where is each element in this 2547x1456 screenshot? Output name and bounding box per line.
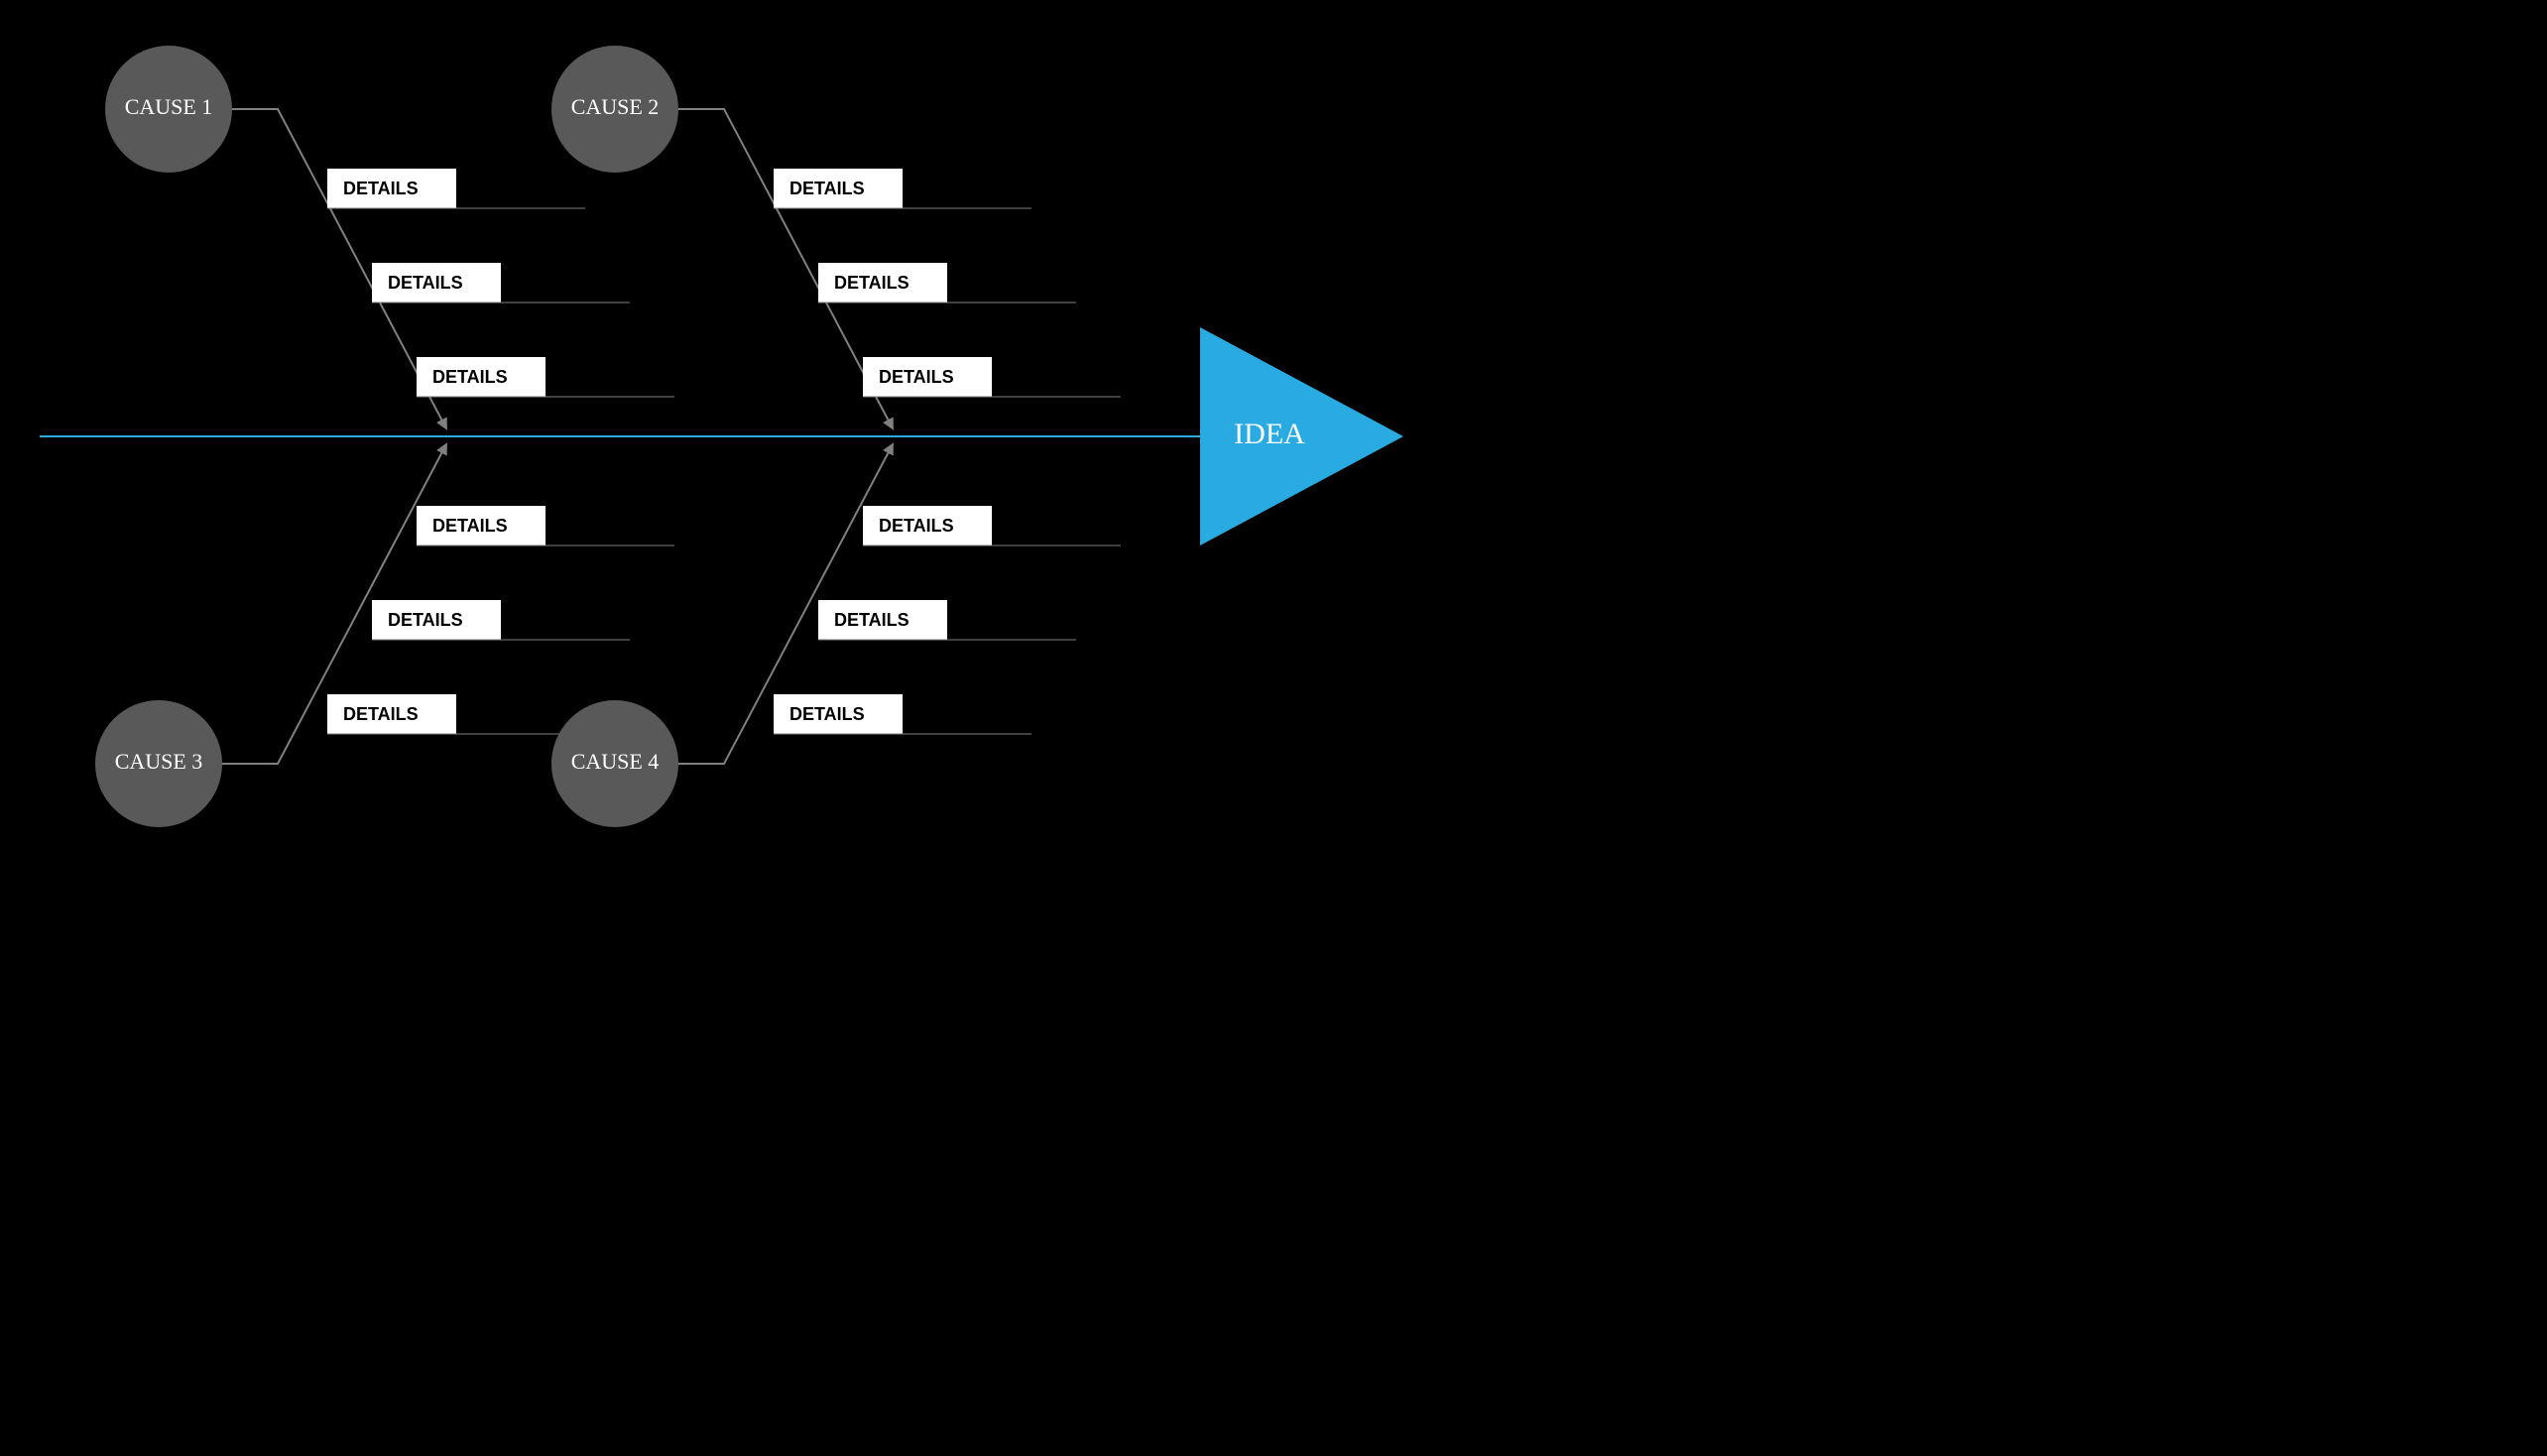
- detail-label-cause2-0: DETAILS: [789, 179, 865, 198]
- cause-label-cause2: CAUSE 2: [571, 94, 660, 119]
- detail-label-cause1-2: DETAILS: [432, 367, 508, 387]
- cause-label-cause3: CAUSE 3: [115, 749, 203, 774]
- detail-label-cause3-0: DETAILS: [432, 516, 508, 536]
- detail-label-cause3-1: DETAILS: [388, 610, 463, 630]
- detail-label-cause1-1: DETAILS: [388, 273, 463, 293]
- detail-label-cause4-0: DETAILS: [879, 516, 954, 536]
- fishbone-diagram: IDEA CAUSE 1 DETAILS DETAILS DETAILS CAUSE 2 D…: [0, 0, 1527, 873]
- cause-label-cause1: CAUSE 1: [125, 94, 213, 119]
- idea-label: IDEA: [1234, 418, 1305, 450]
- detail-label-cause4-2: DETAILS: [789, 704, 865, 724]
- detail-label-cause3-2: DETAILS: [343, 704, 419, 724]
- cause-label-cause4: CAUSE 4: [571, 749, 660, 774]
- detail-label-cause2-2: DETAILS: [879, 367, 954, 387]
- detail-label-cause2-1: DETAILS: [834, 273, 910, 293]
- detail-label-cause1-0: DETAILS: [343, 179, 419, 198]
- detail-label-cause4-1: DETAILS: [834, 610, 910, 630]
